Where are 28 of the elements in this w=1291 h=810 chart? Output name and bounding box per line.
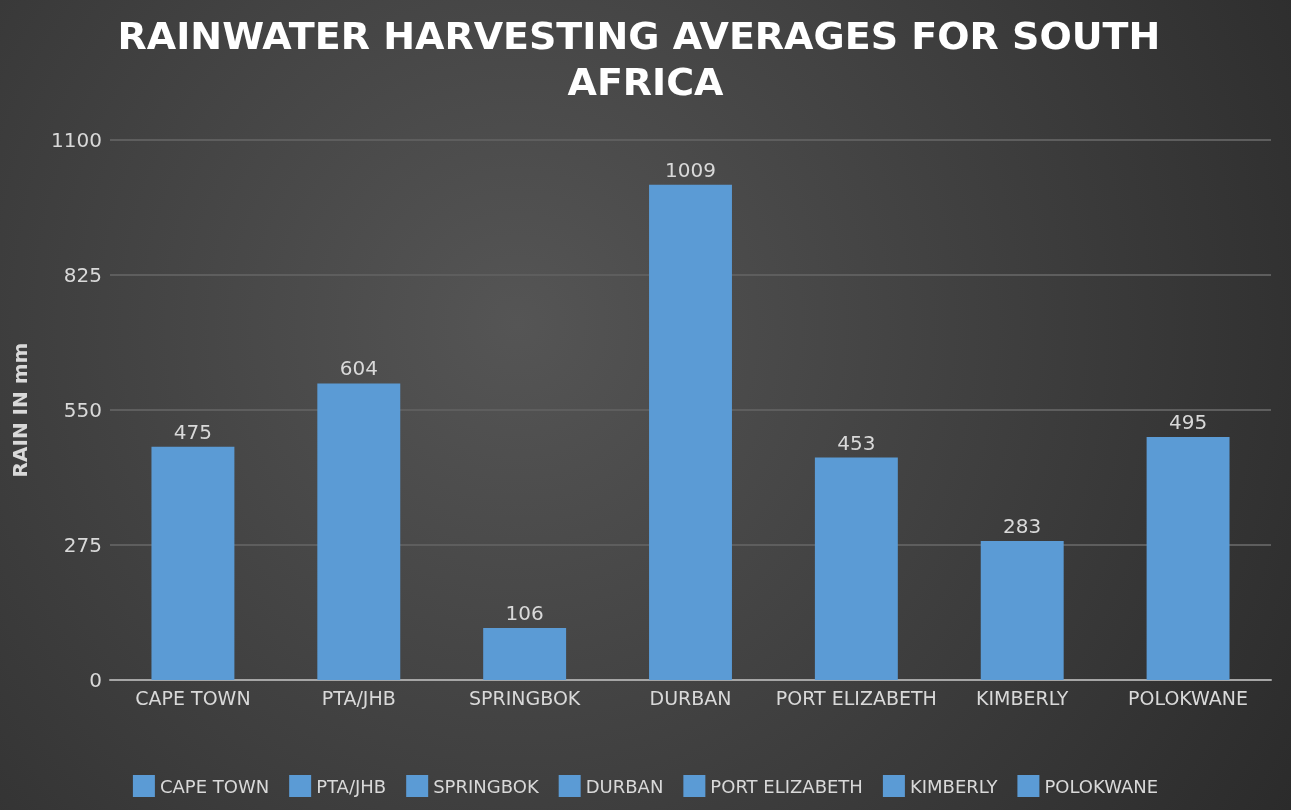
y-axis-title: RAIN IN mm — [8, 342, 32, 478]
legend-label: SPRINGBOK — [433, 775, 540, 797]
x-tick-label: CAPE TOWN — [135, 686, 251, 709]
y-tick-label: 550 — [63, 398, 102, 422]
data-label: 1009 — [665, 157, 716, 182]
legend-label: POLOKWANE — [1044, 775, 1159, 797]
legend-label: PORT ELIZABETH — [710, 775, 863, 797]
data-label: 106 — [505, 600, 544, 625]
y-tick-label: 1100 — [51, 128, 102, 152]
data-label: 604 — [339, 356, 378, 381]
data-label: 495 — [1168, 410, 1208, 434]
chart-title: RAINWATER HARVESTING AVERAGES FOR SOUTH AFRICA — [117, 14, 1174, 104]
legend-label: KIMBERLY — [909, 775, 999, 797]
x-tick-label: SPRINGBOK — [468, 686, 581, 709]
y-tick-label: 0 — [89, 668, 102, 692]
legend-label: CAPE TOWN — [159, 775, 270, 797]
x-tick-label: DURBAN — [649, 686, 732, 709]
y-tick-label: 825 — [63, 263, 102, 287]
legend-label: DURBAN — [585, 775, 664, 797]
data-label: 475 — [173, 419, 213, 444]
x-tick-label: POLOKWANE — [1128, 686, 1249, 709]
x-tick-label: PORT ELIZABETH — [775, 686, 937, 709]
legend-label: PTA/JHB — [316, 775, 387, 797]
data-label: 283 — [1003, 514, 1042, 539]
x-tick-label: KIMBERLY — [976, 686, 1069, 709]
y-tick-label: 275 — [63, 533, 102, 557]
data-label: 453 — [837, 430, 876, 455]
x-tick-label: PTA/JHB — [321, 686, 396, 709]
